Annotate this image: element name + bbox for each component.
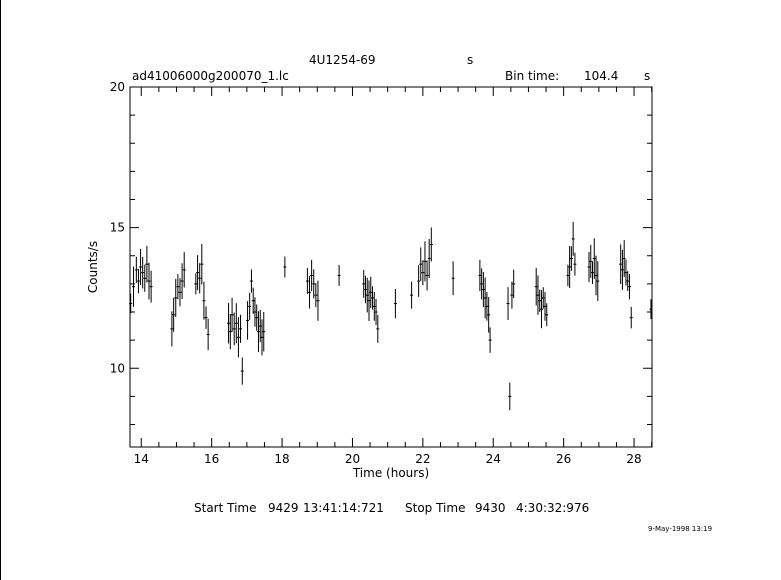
timestamp-stamp: 9-May-1998 13:19	[648, 525, 713, 533]
y-tick-label: 15	[110, 221, 125, 235]
y-tick-label: 10	[110, 361, 125, 375]
bin-time-value: 104.4	[584, 69, 619, 83]
x-tick-label: 28	[626, 452, 641, 466]
x-tick-label: 24	[486, 452, 501, 466]
stop-time-label: Stop Time	[405, 501, 466, 515]
x-axis-label: Time (hours)	[352, 466, 429, 480]
plot-frame	[129, 86, 653, 448]
x-tick-label: 18	[274, 452, 289, 466]
source-name-title: 4U1254-69	[309, 53, 376, 67]
start-time-value: 13:41:14:721	[303, 501, 384, 515]
start-day: 9429	[268, 501, 299, 515]
bin-time-label: Bin time:	[505, 69, 560, 83]
x-tick-label: 26	[556, 452, 571, 466]
filename-label: ad41006000g200070_1.lc	[132, 69, 289, 83]
left-edge-rule	[0, 0, 1, 580]
y-tick-label: 20	[110, 80, 125, 94]
source-unit-label: s	[467, 53, 474, 67]
stop-time-value: 4:30:32:976	[516, 501, 590, 515]
y-axis-label: Counts/s	[86, 241, 100, 293]
bin-time-unit: s	[644, 69, 651, 83]
x-tick-label: 16	[204, 452, 219, 466]
x-tick-label: 20	[345, 452, 360, 466]
start-time-label: Start Time	[194, 501, 257, 515]
x-tick-label: 14	[134, 452, 149, 466]
stop-day: 9430	[475, 501, 506, 515]
x-tick-label: 22	[415, 452, 430, 466]
